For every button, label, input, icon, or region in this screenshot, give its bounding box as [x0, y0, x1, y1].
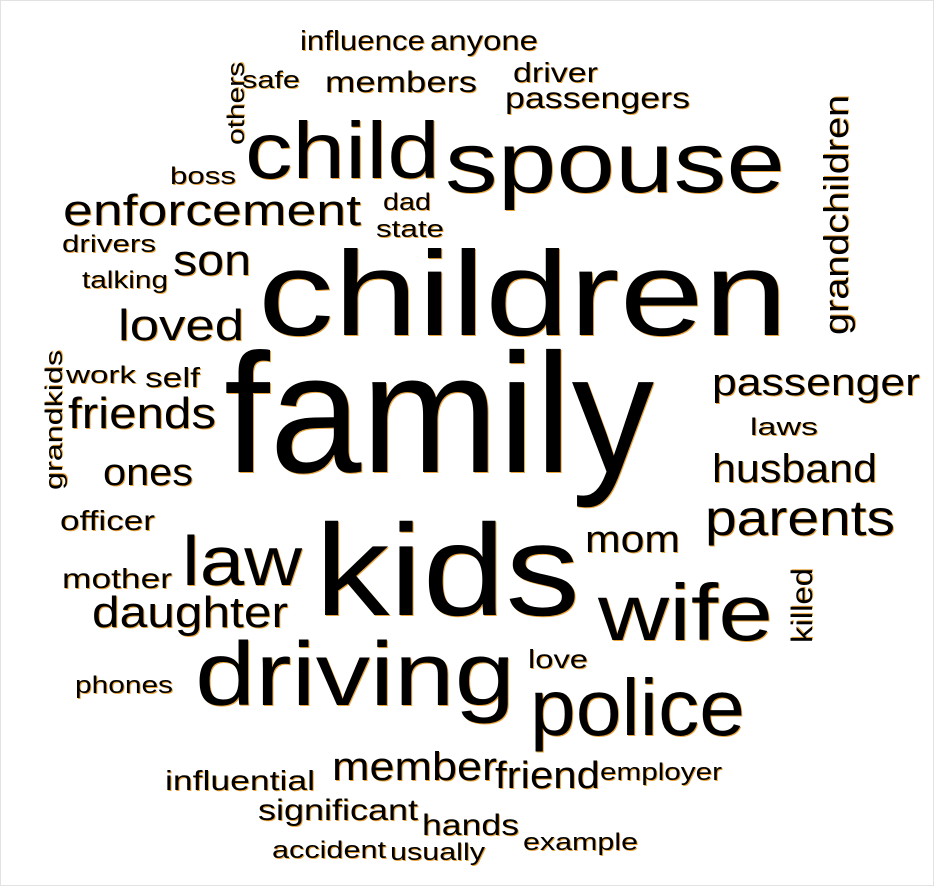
word: grandkids	[41, 350, 68, 490]
word: child	[245, 106, 440, 195]
word: wife	[597, 568, 773, 657]
word: member	[332, 745, 497, 789]
word: talking	[82, 267, 168, 294]
word: phones	[75, 672, 173, 699]
word: mother	[62, 563, 172, 594]
word: officer	[60, 505, 155, 536]
word: self	[145, 362, 200, 393]
word: driver	[513, 57, 598, 88]
word: passenger	[712, 362, 920, 404]
word: husband	[712, 447, 877, 491]
word: accident	[272, 837, 386, 864]
word: state	[376, 216, 444, 243]
word: family	[224, 319, 654, 509]
word: dad	[383, 189, 431, 216]
word: parents	[705, 490, 895, 546]
word: friends	[68, 389, 216, 438]
word: daughter	[92, 588, 288, 637]
word: grandchildren	[818, 95, 856, 335]
word: spouse	[445, 115, 785, 211]
word: others	[223, 62, 250, 145]
word: safe	[242, 67, 300, 94]
word: anyone	[430, 25, 538, 56]
word: influence	[300, 25, 425, 56]
word: passengers	[505, 82, 690, 115]
word: police	[530, 663, 745, 752]
word: work	[65, 362, 138, 389]
word: loved	[118, 301, 244, 350]
word: example	[523, 829, 638, 856]
word: employer	[600, 759, 722, 786]
word: children	[258, 227, 788, 361]
word: significant	[258, 794, 419, 827]
word: members	[325, 66, 477, 99]
word: ones	[103, 452, 193, 494]
word: mom	[585, 519, 680, 561]
word: drivers	[62, 231, 156, 258]
word: kids	[315, 497, 580, 643]
word: son	[173, 236, 251, 285]
word: love	[528, 644, 588, 674]
word: friend	[495, 755, 600, 797]
word: enforcement	[63, 186, 361, 235]
word: hands	[422, 809, 519, 842]
word: laws	[750, 414, 818, 441]
word: killed	[786, 568, 819, 643]
word: boss	[170, 163, 236, 190]
word: usually	[390, 839, 485, 866]
word: law	[182, 522, 302, 600]
word: influential	[165, 765, 315, 796]
word: driving	[195, 625, 515, 725]
